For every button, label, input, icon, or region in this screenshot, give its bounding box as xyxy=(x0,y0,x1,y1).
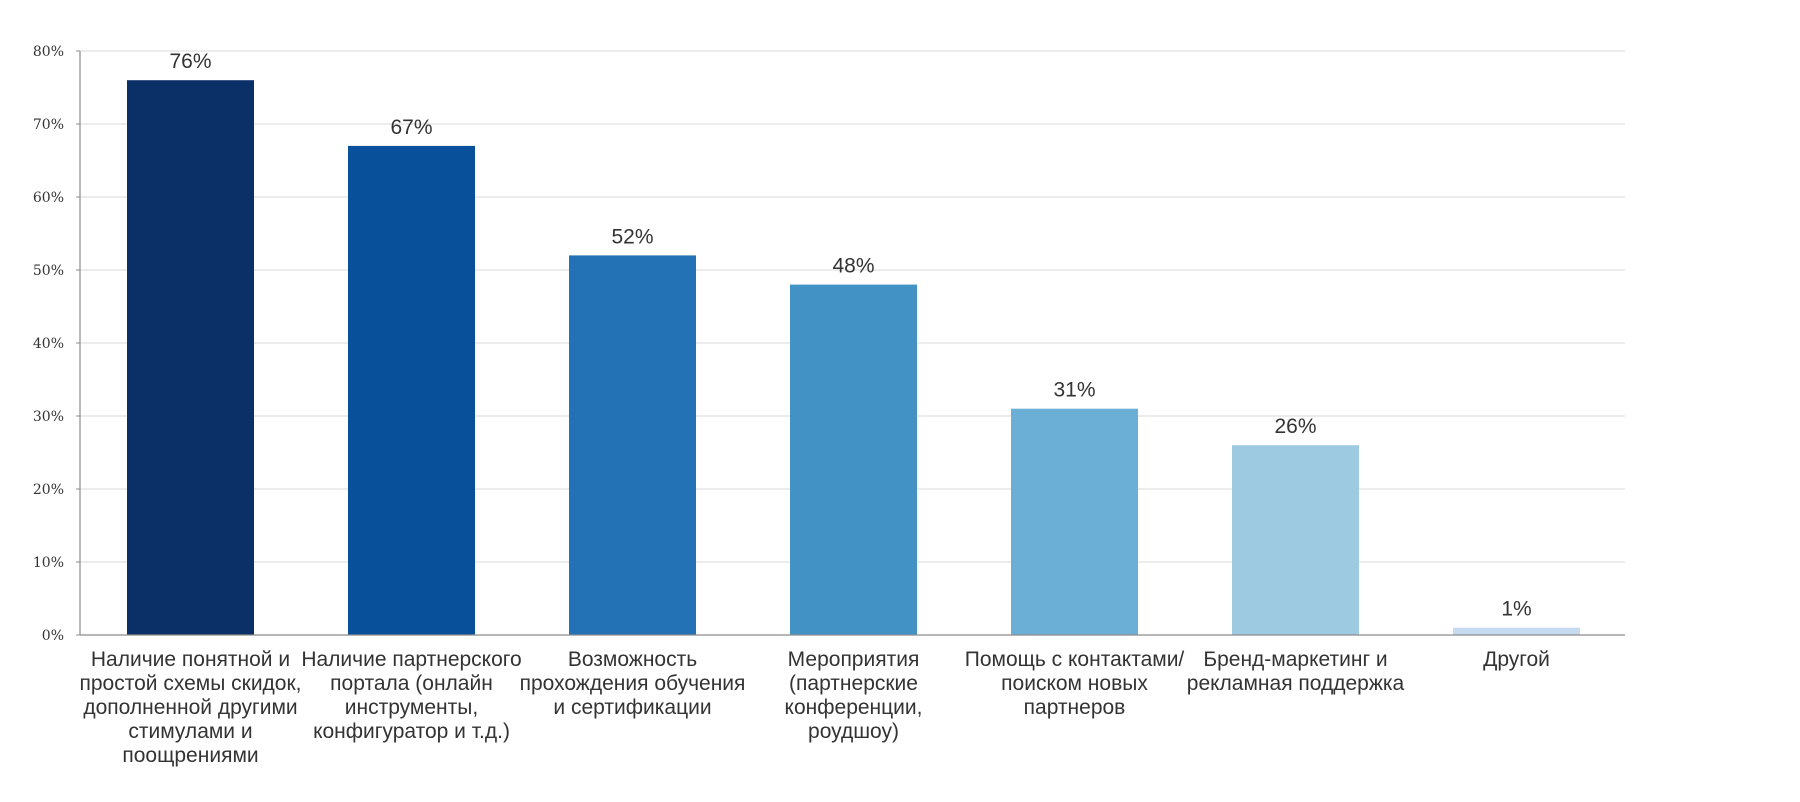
bar-value-label: 1% xyxy=(1501,598,1531,621)
category-label: Бренд-маркетинг и рекламная поддержка xyxy=(1186,648,1405,695)
y-tick-label: 0% xyxy=(42,628,64,644)
bar xyxy=(1011,408,1138,635)
y-axis-ticks: 0% 10% 20% 30% 40% 50% 60% 70% 80% xyxy=(33,44,80,644)
y-tick-label: 30% xyxy=(33,409,64,425)
category-label: Помощь с контактами/поиском новых партне… xyxy=(964,648,1185,719)
category-label: Наличие партнерского портала (онлайн инс… xyxy=(301,648,522,743)
y-tick-label: 10% xyxy=(33,555,64,571)
bar xyxy=(1232,445,1359,635)
y-tick-label: 40% xyxy=(33,336,64,352)
bar xyxy=(790,284,917,635)
bar-value-label: 52% xyxy=(611,225,653,248)
bar-value-label: 67% xyxy=(390,116,432,139)
category-label: Другой xyxy=(1483,648,1550,671)
y-tick-label: 80% xyxy=(33,44,64,60)
bars xyxy=(127,80,1580,635)
bar xyxy=(348,145,475,635)
y-tick-label: 50% xyxy=(33,263,64,279)
category-label: Наличие понятной и простой схемы скидок,… xyxy=(79,648,302,767)
y-tick-label: 60% xyxy=(33,190,64,206)
bar xyxy=(1453,627,1580,635)
bar-value-label: 31% xyxy=(1053,379,1095,402)
y-tick-label: 20% xyxy=(33,482,64,498)
bar-value-label: 76% xyxy=(169,50,211,73)
data-labels: 76% 67% 52% 48% 31% 26% 1% xyxy=(169,50,1531,621)
bar xyxy=(569,255,696,635)
bar xyxy=(127,80,254,635)
category-label: Мероприятия (партнерские конференции, ро… xyxy=(784,648,923,743)
bar-value-label: 26% xyxy=(1274,415,1316,438)
y-tick-label: 70% xyxy=(33,117,64,133)
bar-value-label: 48% xyxy=(832,255,874,278)
category-label: Возможность прохождения обучения и серти… xyxy=(519,648,746,719)
